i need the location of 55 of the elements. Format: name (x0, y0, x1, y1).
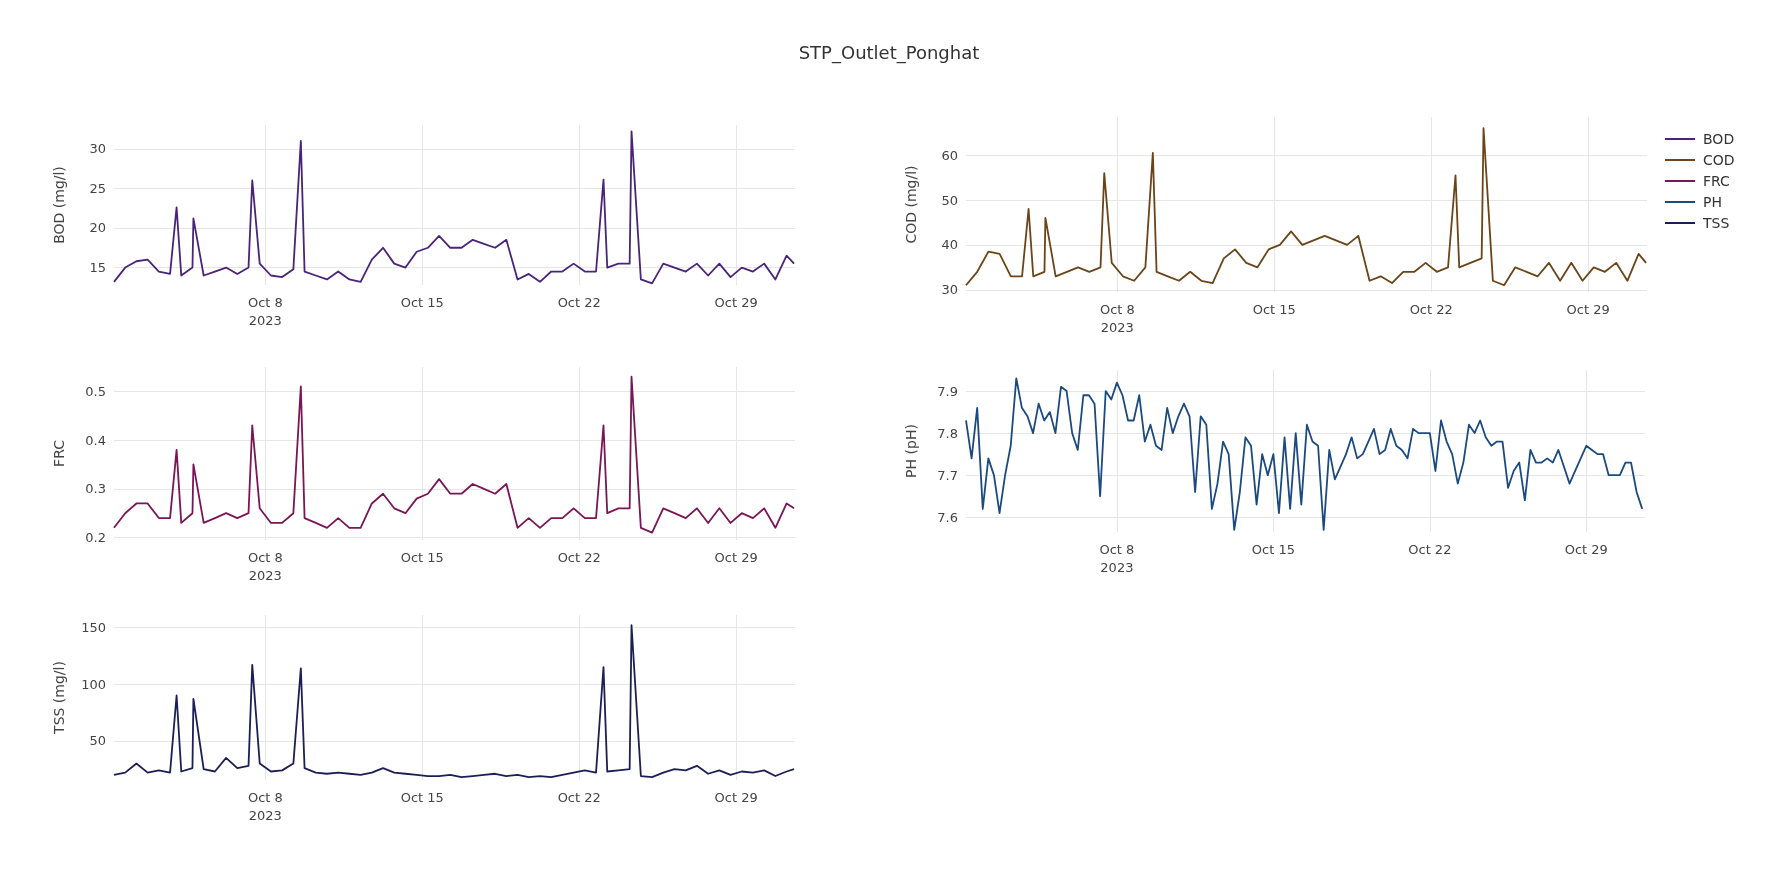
x-tick-label: Oct 15 (400, 549, 444, 565)
y-tick-label: 50 (89, 733, 106, 749)
y-tick-label: 40 (941, 237, 958, 253)
y-tick-label: 0.4 (85, 432, 106, 448)
x-tick-label: Oct 22 (1408, 541, 1452, 557)
legend-label: COD (1703, 151, 1735, 168)
y-tick-label: 20 (89, 220, 106, 236)
legend-label: TSS (1703, 214, 1730, 231)
x-tick-label: Oct 29 (1566, 301, 1610, 317)
x-tick-label: Oct 22 (1409, 301, 1453, 317)
y-tick-label: 7.6 (937, 509, 958, 525)
x-tick-label: Oct 22 (557, 549, 601, 565)
x-tick-label: Oct 29 (1564, 541, 1608, 557)
x-tick-label: Oct 8 2023 (247, 789, 283, 823)
y-tick-label: 7.7 (937, 467, 958, 483)
x-tick-label: Oct 29 (714, 549, 758, 565)
y-tick-label: 7.9 (937, 383, 958, 399)
x-tick-label: Oct 15 (1251, 541, 1295, 557)
x-tick-label: Oct 22 (557, 294, 601, 310)
x-tick-label: Oct 8 2023 (247, 549, 283, 583)
y-tick-label: 30 (89, 141, 106, 157)
x-tick-label: Oct 8 2023 (247, 294, 283, 328)
text: STP_Outlet_Ponghat (797, 42, 981, 63)
y-axis-title: PH (pH) (903, 424, 919, 478)
y-axis-title: BOD (mg/l) (51, 166, 67, 244)
y-tick-label: 25 (89, 180, 106, 196)
y-axis-title: TSS (mg/l) (51, 661, 67, 735)
y-tick-label: 0.2 (85, 530, 106, 546)
x-tick-label: Oct 15 (400, 294, 444, 310)
line-series (965, 127, 1647, 287)
legend-label: BOD (1703, 130, 1735, 147)
line-series (113, 130, 795, 285)
y-tick-label: 0.5 (85, 383, 106, 399)
line-series (113, 375, 795, 534)
x-tick-label: Oct 22 (557, 789, 601, 805)
y-tick-label: 50 (941, 192, 958, 208)
y-tick-label: 100 (81, 676, 106, 692)
x-tick-label: Oct 8 2023 (1099, 541, 1135, 575)
x-tick-label: Oct 29 (714, 789, 758, 805)
y-tick-label: 60 (941, 147, 958, 163)
y-tick-label: 150 (81, 619, 106, 635)
x-tick-label: Oct 15 (400, 789, 444, 805)
y-tick-label: 30 (941, 282, 958, 298)
y-tick-label: 7.8 (937, 425, 958, 441)
y-axis-title: FRC (51, 439, 67, 467)
line-series (113, 624, 795, 779)
x-tick-label: Oct 29 (714, 294, 758, 310)
x-tick-label: Oct 8 2023 (1099, 301, 1135, 335)
y-tick-label: 0.3 (85, 481, 106, 497)
y-tick-label: 15 (89, 260, 106, 276)
line-series (965, 377, 1644, 531)
legend-label: PH (1703, 193, 1722, 210)
legend-label: FRC (1703, 172, 1730, 189)
y-axis-title: COD (mg/l) (903, 165, 919, 244)
x-tick-label: Oct 15 (1252, 301, 1296, 317)
